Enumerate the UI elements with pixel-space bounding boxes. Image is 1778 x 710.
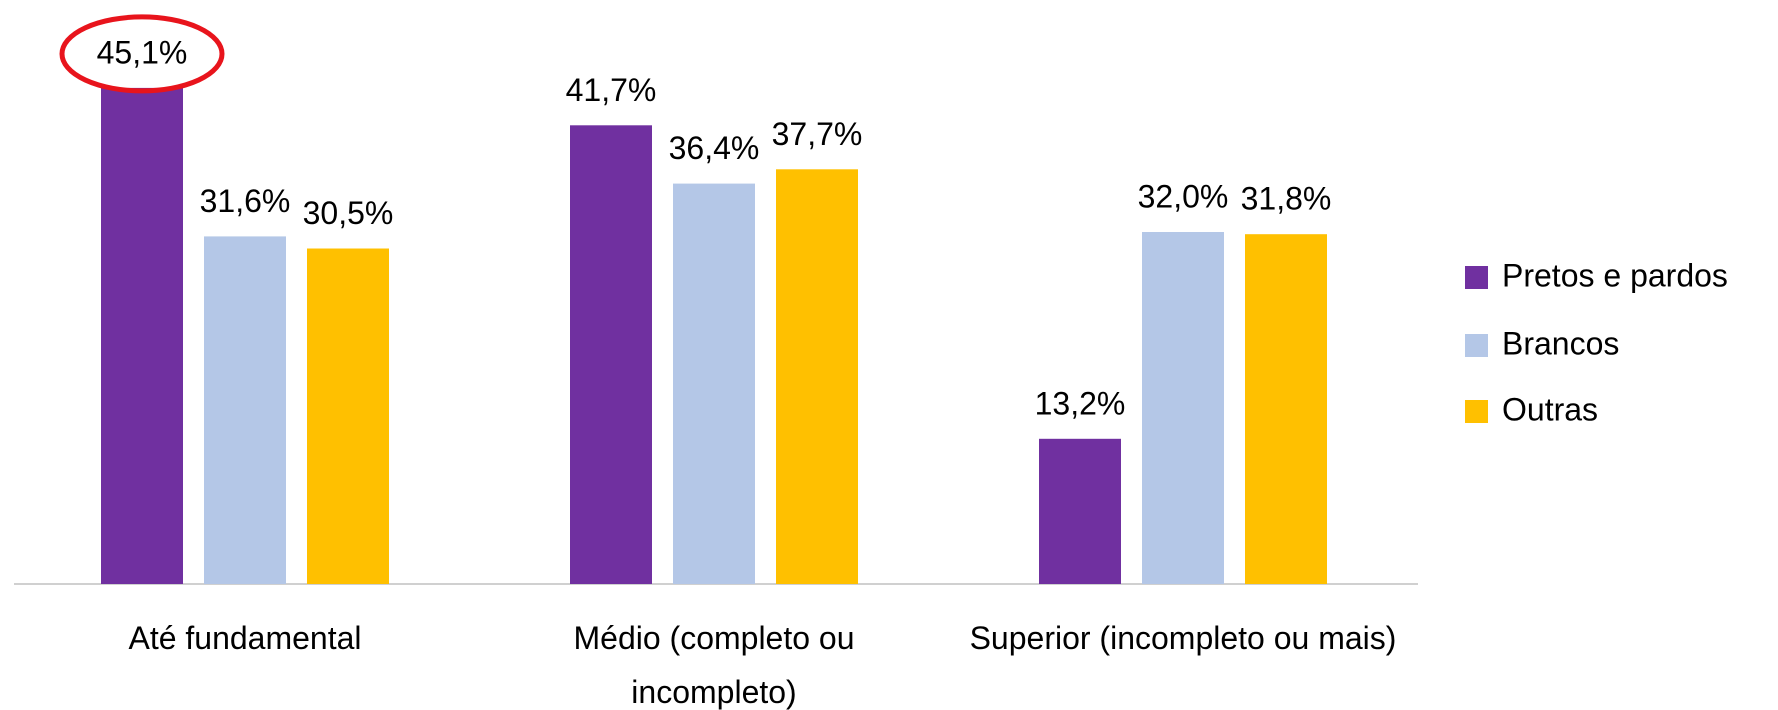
bar [1245,234,1327,584]
legend-swatch [1465,400,1488,423]
legend-swatch [1465,266,1488,289]
bar [204,236,286,584]
bar [776,169,858,585]
value-label: 45,1% [97,34,188,70]
bar [307,248,389,584]
bar [673,183,755,584]
value-label: 32,0% [1138,178,1229,214]
value-label: 31,6% [200,183,291,219]
bar [570,125,652,585]
value-label: 37,7% [772,116,863,152]
value-label: 36,4% [669,130,760,166]
highlight-ellipse [59,14,225,94]
legend-label: Pretos e pardos [1502,257,1728,293]
bar [1039,438,1121,584]
value-label: 41,7% [566,72,657,108]
value-label: 30,5% [303,195,394,231]
legend-swatch [1465,334,1488,357]
legend-label: Outras [1502,391,1598,427]
x-tick-label: Até fundamental [128,620,362,656]
value-label: 13,2% [1035,385,1126,421]
legend-label: Brancos [1502,325,1619,361]
x-tick-label: Superior (incompleto ou mais) [969,620,1397,656]
bar [1142,232,1224,584]
bar [101,87,183,585]
x-tick-label: Médio (completo ou incompleto) [573,620,855,710]
value-label: 31,8% [1241,181,1332,217]
